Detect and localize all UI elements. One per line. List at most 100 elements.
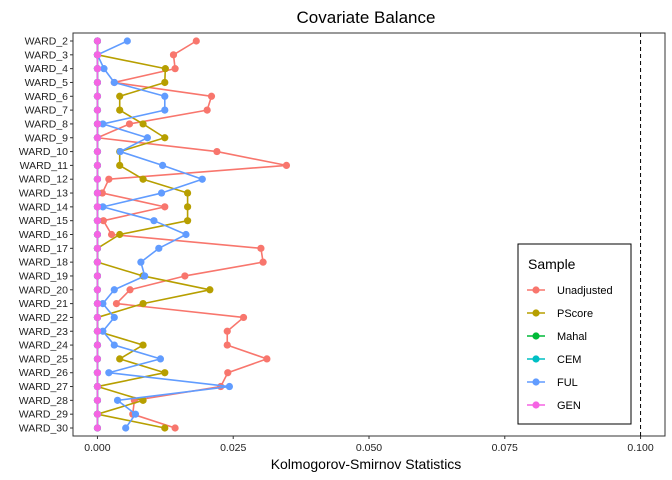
y-tick-label: WARD_20	[19, 284, 68, 296]
data-point-gen	[93, 410, 102, 418]
legend-label-pscore: PScore	[557, 308, 593, 320]
y-tick-label: WARD_23	[19, 326, 68, 338]
data-point-gen	[93, 341, 102, 349]
data-point-gen	[93, 189, 102, 197]
data-point-unadjusted	[282, 161, 291, 169]
y-tick-label: WARD_21	[19, 298, 68, 310]
y-tick-label: WARD_27	[19, 381, 68, 393]
data-point-gen	[93, 230, 102, 239]
y-tick-label: WARD_12	[19, 174, 68, 186]
legend-label-gen: GEN	[557, 400, 581, 412]
data-point-unadjusted	[223, 327, 231, 335]
data-point-unadjusted	[161, 203, 169, 211]
data-point-pscore	[139, 396, 147, 404]
y-tick-label: WARD_9	[25, 132, 69, 144]
data-point-pscore	[161, 369, 169, 377]
legend-label-unadjusted: Unadjusted	[557, 285, 613, 297]
data-point-unadjusted	[107, 230, 116, 239]
data-point-unadjusted	[257, 244, 265, 252]
x-tick-label: 0.100	[627, 442, 653, 454]
x-tick-label: 0.000	[84, 442, 110, 454]
legend-label-cem: CEM	[557, 354, 581, 366]
data-point-pscore	[161, 65, 169, 73]
legend-title: Sample	[528, 256, 576, 272]
data-point-ful	[116, 147, 124, 156]
data-point-gen	[93, 300, 102, 308]
data-point-gen	[93, 382, 102, 391]
data-point-ful	[161, 92, 169, 100]
data-point-ful	[161, 106, 169, 114]
legend-label-ful: FUL	[557, 377, 578, 389]
y-tick-label: WARD_25	[19, 353, 68, 365]
data-point-gen	[93, 244, 102, 252]
data-point-gen	[93, 327, 102, 335]
data-point-unadjusted	[259, 258, 267, 266]
legend-key-point-cem	[532, 355, 540, 363]
data-point-ful	[113, 396, 122, 404]
data-point-pscore	[116, 355, 124, 363]
data-point-gen	[93, 258, 102, 266]
data-point-ful	[198, 175, 206, 183]
data-point-unadjusted	[105, 175, 113, 183]
y-tick-label: WARD_7	[25, 105, 69, 117]
x-tick-label: 0.075	[492, 442, 518, 454]
data-point-ful	[99, 327, 107, 335]
data-point-gen	[93, 106, 102, 114]
data-point-gen	[93, 272, 102, 280]
data-point-unadjusted	[126, 286, 134, 294]
data-point-gen	[93, 203, 102, 211]
y-tick-label: WARD_24	[19, 340, 68, 352]
data-point-gen	[93, 92, 102, 100]
data-point-ful	[150, 217, 158, 225]
y-tick-label: WARD_15	[19, 215, 68, 227]
y-tick-label: WARD_3	[25, 49, 69, 61]
data-point-ful	[99, 300, 107, 308]
y-tick-label: WARD_22	[19, 312, 68, 324]
data-point-ful	[143, 134, 152, 142]
y-tick-label: WARD_4	[25, 63, 69, 75]
data-point-unadjusted	[125, 120, 134, 128]
y-tick-label: WARD_18	[19, 257, 68, 269]
data-point-ful	[123, 37, 131, 45]
data-point-gen	[93, 147, 102, 156]
data-point-unadjusted	[213, 147, 221, 156]
y-tick-label: WARD_28	[19, 395, 68, 407]
data-point-ful	[156, 355, 165, 363]
data-point-unadjusted	[263, 355, 271, 363]
data-point-unadjusted	[223, 341, 231, 349]
data-point-ful	[100, 65, 108, 73]
legend-key-point-gen	[532, 401, 540, 409]
y-tick-label: WARD_30	[19, 423, 68, 435]
data-point-ful	[110, 286, 118, 294]
data-point-pscore	[116, 230, 124, 239]
data-point-ful	[122, 424, 130, 432]
data-point-ful	[225, 382, 234, 391]
data-point-unadjusted	[207, 92, 216, 100]
data-point-pscore	[183, 203, 192, 211]
legend-key-point-ful	[532, 378, 540, 386]
chart-title: Covariate Balance	[297, 8, 436, 27]
data-point-unadjusted	[192, 37, 200, 45]
y-tick-label: WARD_10	[19, 146, 68, 158]
data-point-gen	[93, 78, 102, 87]
data-point-unadjusted	[224, 369, 232, 377]
data-point-ful	[110, 341, 118, 349]
data-point-pscore	[139, 341, 147, 349]
data-point-gen	[93, 51, 102, 59]
y-tick-label: WARD_13	[19, 188, 68, 200]
data-point-pscore	[116, 106, 124, 114]
y-tick-label: WARD_29	[19, 409, 68, 421]
data-point-ful	[99, 120, 107, 128]
data-point-gen	[93, 120, 102, 128]
y-tick-label: WARD_16	[19, 229, 68, 241]
x-tick-label: 0.025	[220, 442, 246, 454]
data-point-gen	[93, 396, 102, 404]
y-tick-label: WARD_8	[25, 118, 69, 130]
data-point-ful	[105, 369, 113, 377]
data-point-pscore	[161, 78, 169, 87]
data-point-ful	[159, 161, 167, 169]
data-point-ful	[110, 78, 118, 87]
data-point-ful	[155, 244, 163, 252]
series-line-unadjusted	[96, 40, 288, 429]
